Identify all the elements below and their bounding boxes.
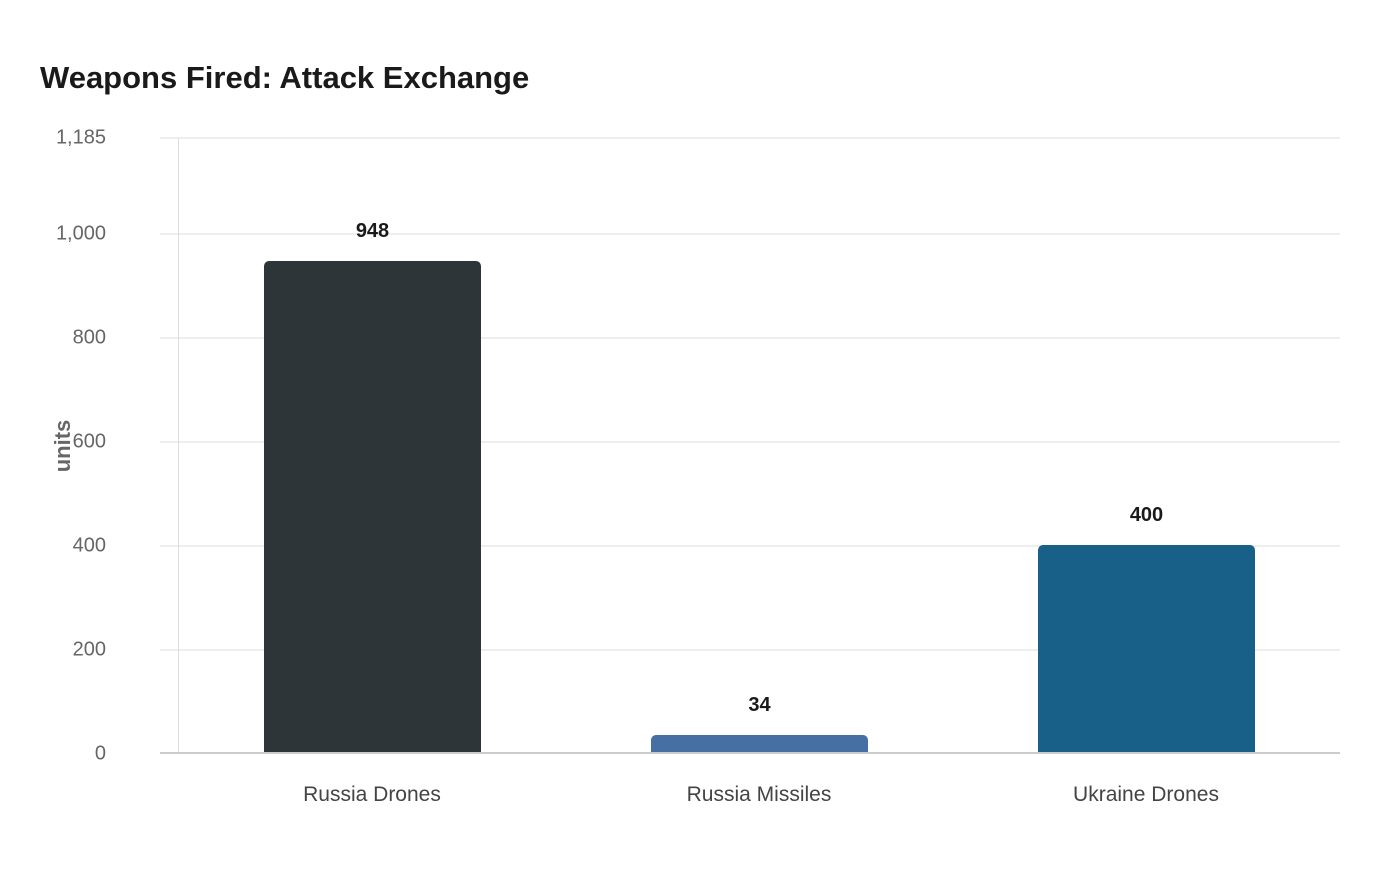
gridline-800 (160, 337, 1340, 339)
gridline-1000 (160, 233, 1340, 235)
x-tick-ukraine-drones: Ukraine Drones (1073, 783, 1219, 806)
plot-area: 1,185 1,000 800 600 400 200 0 948 34 400 (56, 127, 1340, 765)
gridline-1185 (160, 137, 1340, 139)
gridline-400 (160, 545, 1340, 547)
value-label-russia-missiles: 34 (748, 694, 771, 716)
bar-ukraine-drones[interactable] (1038, 545, 1255, 753)
value-label-russia-drones: 948 (355, 220, 390, 242)
y-tick-label: 200 (72, 638, 106, 661)
y-tick-label: 400 (72, 534, 106, 557)
gridline-600 (160, 441, 1340, 443)
y-tick-label: 1,000 (55, 222, 106, 245)
y-tick-label: 0 (94, 742, 106, 765)
y-tick-label: 800 (72, 326, 106, 349)
gridline-200 (160, 649, 1340, 651)
x-tick-russia-drones: Russia Drones (303, 783, 441, 806)
value-label-ukraine-drones: 400 (1129, 504, 1164, 526)
x-axis-line (160, 752, 1340, 754)
chart-title: Weapons Fired: Attack Exchange (40, 60, 530, 95)
bar-russia-drones[interactable] (264, 261, 481, 753)
x-tick-russia-missiles: Russia Missiles (686, 783, 832, 806)
y-tick-label: 1,185 (55, 126, 106, 149)
bar-russia-missiles[interactable] (651, 735, 868, 753)
y-axis-line (178, 138, 179, 753)
y-tick-label: 600 (72, 430, 106, 453)
